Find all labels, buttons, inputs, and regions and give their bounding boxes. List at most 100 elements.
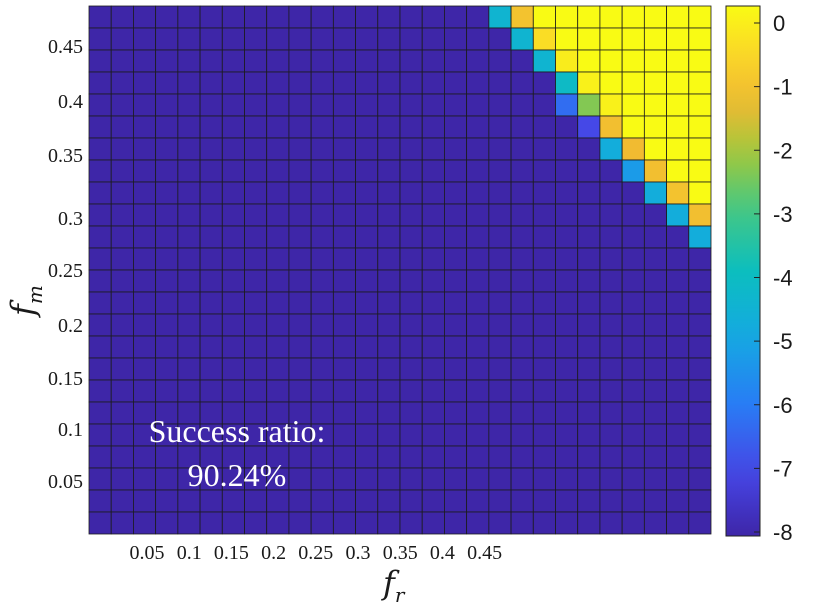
heatmap-cell [421,225,445,249]
heatmap-cell [88,445,112,469]
heatmap-cell [155,379,179,403]
heatmap-cell [555,247,579,271]
heatmap-cell [532,27,556,51]
heatmap-cell [88,269,112,293]
colorbar-tick-label: -7 [773,456,793,481]
x-tick-label: 0.05 [130,542,165,564]
heatmap-cell [510,115,534,139]
heatmap-cell [621,225,645,249]
heatmap-cell [466,511,490,535]
heatmap-cell [488,445,512,469]
heatmap-cell [332,379,356,403]
heatmap-cell [555,335,579,359]
heatmap-cell [377,489,401,513]
heatmap-cell [555,489,579,513]
heatmap-cell [510,269,534,293]
heatmap-cell [88,115,112,139]
heatmap-cell [643,203,667,227]
heatmap-cell [621,379,645,403]
heatmap-cell [688,511,712,535]
heatmap-cell [555,511,579,535]
heatmap-cell [110,335,134,359]
heatmap-cell [155,247,179,271]
heatmap-cell [88,247,112,271]
heatmap-cell [599,291,623,315]
heatmap-cell [199,27,223,51]
y-tick-label: 0.2 [58,315,83,337]
heatmap-cell [266,225,290,249]
heatmap-cell [155,137,179,161]
heatmap-cell [310,5,334,29]
heatmap-cell [110,247,134,271]
heatmap-cell [488,5,512,29]
heatmap-cell [466,269,490,293]
heatmap-cell [199,159,223,183]
heatmap-cell [221,159,245,183]
heatmap-cell [444,5,468,29]
heatmap-cell [621,115,645,139]
heatmap-cell [666,247,690,271]
heatmap-cell [88,203,112,227]
heatmap-cell [288,225,312,249]
heatmap-cell [444,247,468,271]
heatmap-cell [221,137,245,161]
heatmap-cell [510,137,534,161]
heatmap-cell [133,379,157,403]
heatmap-cell [488,269,512,293]
heatmap-cell [421,379,445,403]
heatmap-cell [577,93,601,117]
heatmap-cell [488,379,512,403]
heatmap-cell [599,445,623,469]
heatmap-cell [177,49,201,73]
heatmap-cell [688,401,712,425]
colorbar-tick-label: -8 [773,520,793,545]
heatmap-cell [355,423,379,447]
heatmap-cell [555,137,579,161]
heatmap-cell [399,71,423,95]
heatmap-cell [444,423,468,447]
heatmap-cell [466,379,490,403]
heatmap-cell [621,93,645,117]
heatmap-cell [510,313,534,337]
heatmap-cell [599,467,623,491]
heatmap-cell [444,203,468,227]
heatmap-cell [510,335,534,359]
heatmap-cell [332,27,356,51]
colorbar-gradient [725,5,761,537]
heatmap-cell [532,115,556,139]
heatmap-cell [621,181,645,205]
heatmap-cell [199,357,223,381]
heatmap-cell [688,159,712,183]
heatmap-cell [555,269,579,293]
heatmap-cell [310,181,334,205]
y-tick-label: 0.3 [58,208,83,230]
heatmap-cell [355,511,379,535]
heatmap-cell [666,137,690,161]
heatmap-cell [399,5,423,29]
heatmap-cell [110,27,134,51]
heatmap-cell [421,93,445,117]
heatmap-cell [288,93,312,117]
heatmap-cell [532,489,556,513]
heatmap-cell [310,335,334,359]
heatmap-cell [421,137,445,161]
heatmap-cell [377,467,401,491]
heatmap-cell [688,115,712,139]
heatmap-cell [643,159,667,183]
heatmap-cell [288,511,312,535]
heatmap-cell [510,159,534,183]
heatmap-cell [466,225,490,249]
heatmap-cell [666,5,690,29]
heatmap-cell [466,401,490,425]
heatmap-cell [88,71,112,95]
heatmap-cell [532,225,556,249]
heatmap-cell [577,357,601,381]
heatmap-cell [155,467,179,491]
heatmap-cell [666,93,690,117]
y-axis-label: fm [4,285,47,318]
heatmap-cell [199,379,223,403]
heatmap-cell [466,137,490,161]
heatmap-cell [155,71,179,95]
heatmap-cell [155,49,179,73]
heatmap-cell [421,71,445,95]
